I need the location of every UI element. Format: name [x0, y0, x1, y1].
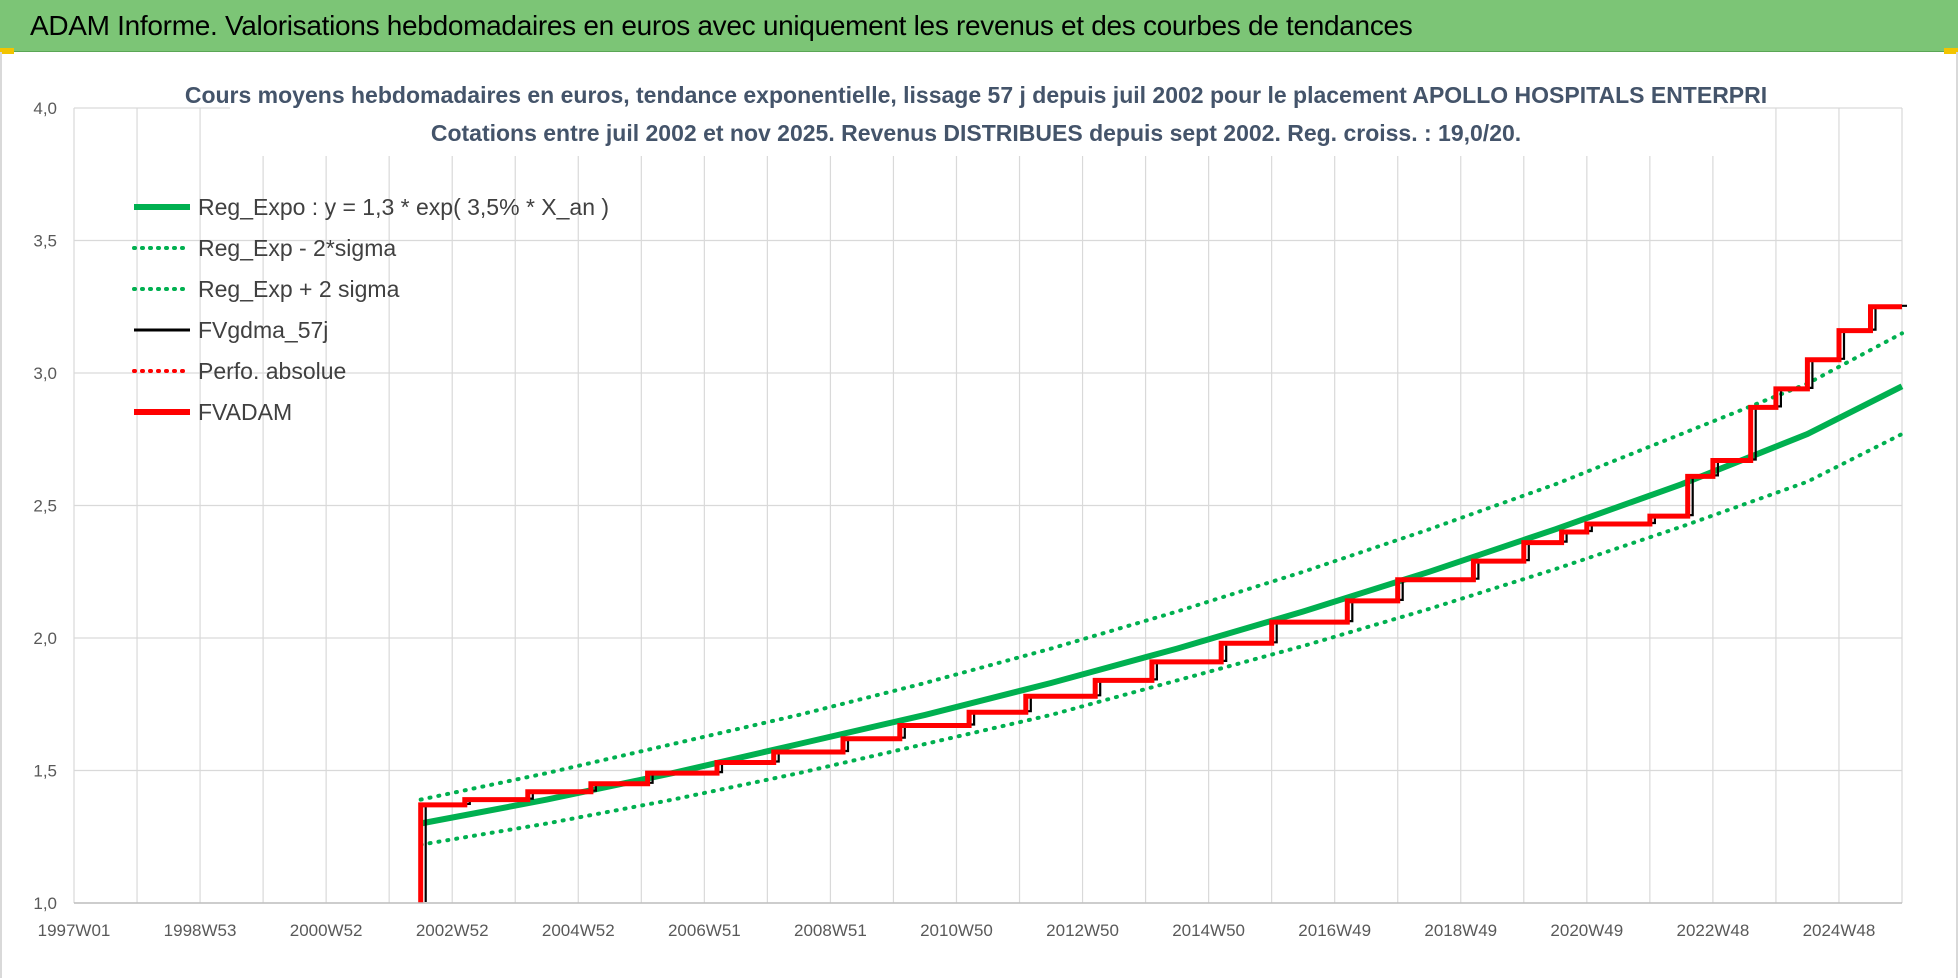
y-tick-label: 2,0	[33, 629, 57, 648]
corner-mark-right	[1944, 48, 1958, 54]
header-title: ADAM Informe. Valorisations hebdomadaire…	[30, 10, 1413, 41]
x-tick-label: 2016W49	[1298, 921, 1371, 940]
series-fvadam	[418, 304, 1902, 903]
legend-label: Reg_Exp - 2*sigma	[198, 235, 396, 261]
chart-title-line-2: Cotations entre juil 2002 et nov 2025. R…	[431, 120, 1521, 146]
x-tick-label: 2000W52	[290, 921, 363, 940]
series-reg-minus-2sigma	[418, 432, 1904, 847]
x-tick-label: 2006W51	[668, 921, 741, 940]
y-tick-label: 3,5	[33, 232, 57, 251]
x-tick-label: 2024W48	[1803, 921, 1876, 940]
corner-mark-left	[0, 48, 14, 54]
x-tick-label: 2002W52	[416, 921, 489, 940]
legend-label: FVgdma_57j	[198, 317, 328, 343]
x-tick-label: 2010W50	[920, 921, 993, 940]
legend-label: FVADAM	[198, 399, 292, 425]
y-tick-label: 4,0	[33, 99, 57, 118]
chart-area	[0, 52, 1958, 978]
x-tick-label: 2012W50	[1046, 921, 1119, 940]
x-tick-label: 1998W53	[164, 921, 237, 940]
x-tick-label: 1997W01	[38, 921, 111, 940]
x-tick-label: 2008W51	[794, 921, 867, 940]
chart-title-line-1: Cours moyens hebdomadaires en euros, ten…	[185, 82, 1767, 108]
series-reg-expo	[420, 383, 1904, 827]
y-tick-label: 1,0	[33, 894, 57, 913]
x-tick-label: 2004W52	[542, 921, 615, 940]
chart-legend: Reg_Expo : y = 1,3 * exp( 3,5% * X_an ) R…	[132, 194, 609, 425]
x-tick-label: 2018W49	[1424, 921, 1497, 940]
chart-axes: 1,0 1,5 2,0 2,5 3,0 3,5 4,0 1997W01 1998W53 2000W…	[33, 99, 1902, 940]
x-tick-label: 2014W50	[1172, 921, 1245, 940]
x-tick-label: 2020W49	[1550, 921, 1623, 940]
header-bar: ADAM Informe. Valorisations hebdomadaire…	[0, 0, 1958, 52]
series-fvgdma-57j	[424, 304, 1907, 902]
y-tick-label: 2,5	[33, 497, 57, 516]
legend-label: Perfo. absolue	[198, 358, 346, 384]
legend-label: Reg_Expo : y = 1,3 * exp( 3,5% * X_an )	[198, 194, 609, 220]
chart-series	[418, 304, 1907, 903]
y-tick-label: 1,5	[33, 762, 57, 781]
x-tick-label: 2022W48	[1677, 921, 1750, 940]
y-tick-label: 3,0	[33, 364, 57, 383]
legend-label: Reg_Exp + 2 sigma	[198, 276, 400, 302]
chart-title: Cours moyens hebdomadaires en euros, ten…	[185, 78, 1767, 156]
series-reg-plus-2sigma	[418, 331, 1904, 802]
